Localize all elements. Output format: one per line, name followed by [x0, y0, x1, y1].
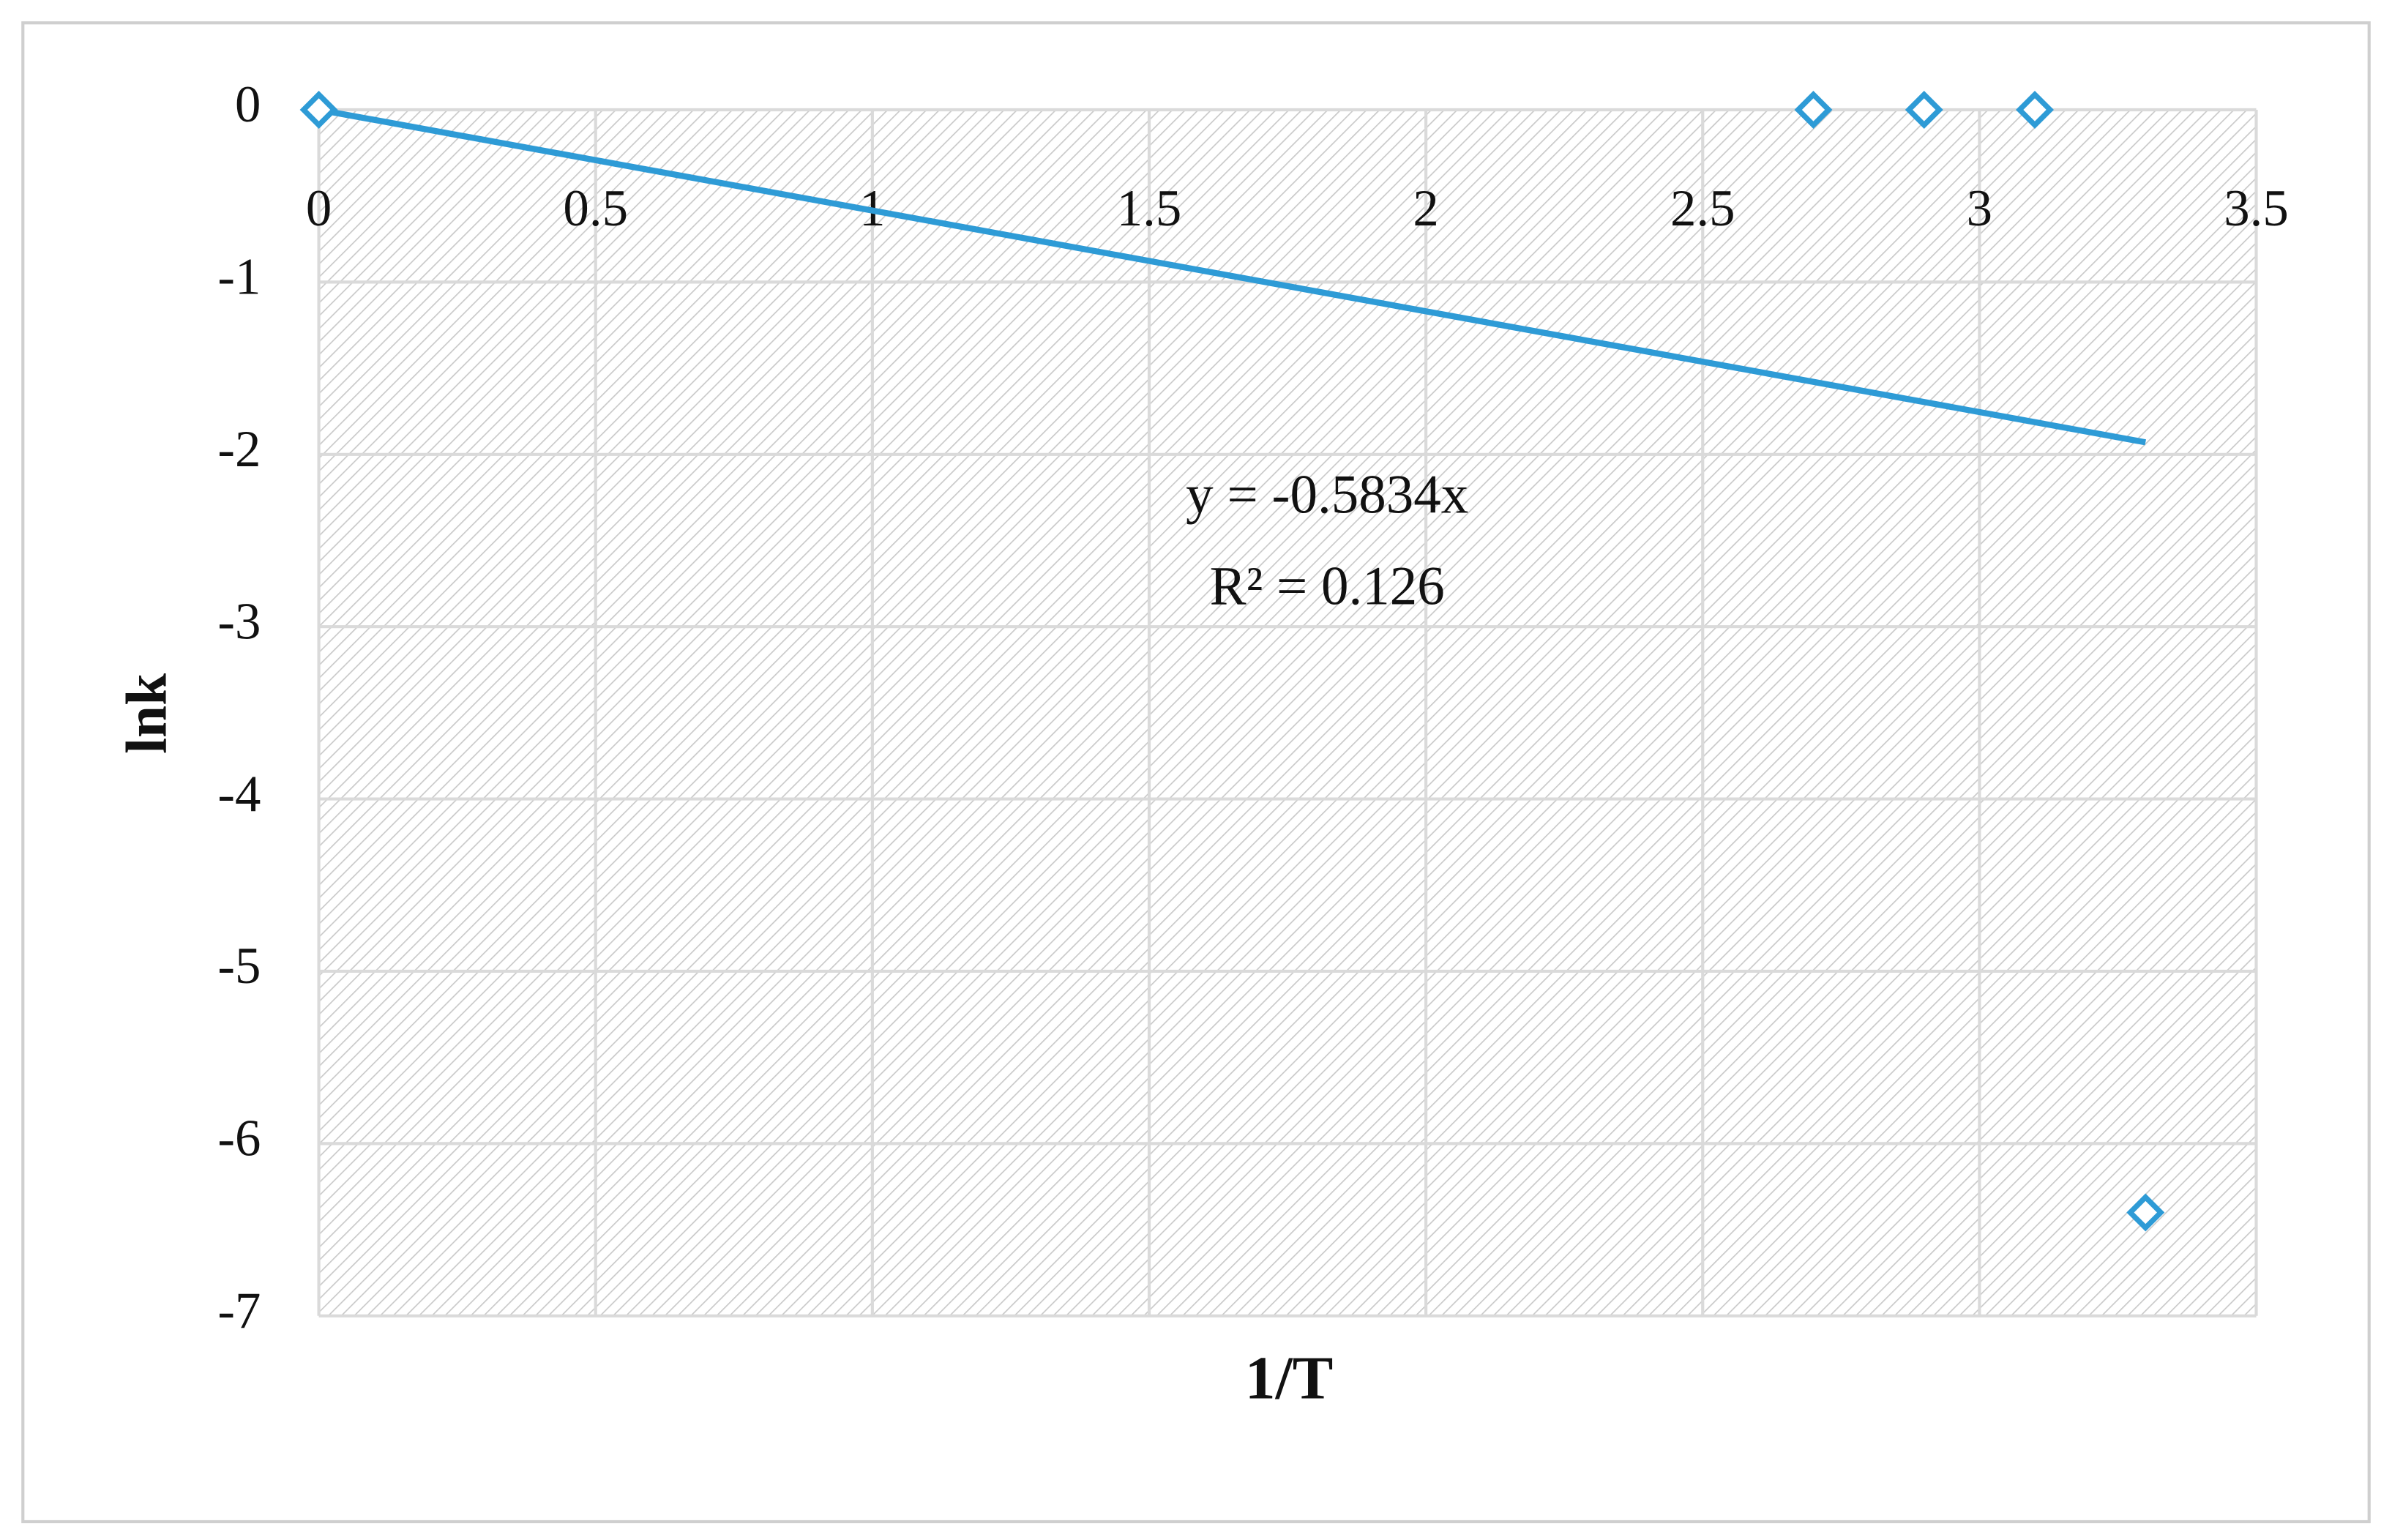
x-tick-label: 0.5: [563, 180, 628, 237]
x-tick-label: 0: [306, 180, 332, 237]
y-tick-label: -1: [217, 249, 261, 306]
x-tick-label: 2.5: [1670, 180, 1735, 237]
x-axis-title: 1/T: [1245, 1345, 1333, 1413]
y-tick-label: 0: [235, 76, 261, 133]
plot-area: [318, 109, 2257, 1316]
annotation: R² = 0.126: [1210, 556, 1445, 616]
y-tick-label: -6: [217, 1110, 261, 1167]
annotation: y = -0.5834x: [1186, 465, 1468, 526]
y-tick-label: -3: [217, 593, 261, 650]
x-tick-label: 1.5: [1117, 180, 1182, 237]
x-tick-label: 3: [1967, 180, 1992, 237]
data-point: [299, 91, 338, 129]
data-point: [1794, 91, 1833, 129]
y-tick-label: -2: [217, 421, 261, 478]
data-point: [2016, 91, 2055, 129]
y-tick-label: -5: [217, 938, 261, 995]
data-point: [1905, 91, 1943, 129]
y-tick-label: -4: [217, 766, 261, 823]
x-tick-label: 2: [1413, 180, 1438, 237]
x-tick-label: 3.5: [2224, 180, 2289, 237]
trendline: [318, 106, 2147, 446]
data-point: [2126, 1193, 2165, 1232]
y-axis-title: lnk: [115, 673, 179, 754]
y-tick-label: -7: [217, 1282, 261, 1339]
